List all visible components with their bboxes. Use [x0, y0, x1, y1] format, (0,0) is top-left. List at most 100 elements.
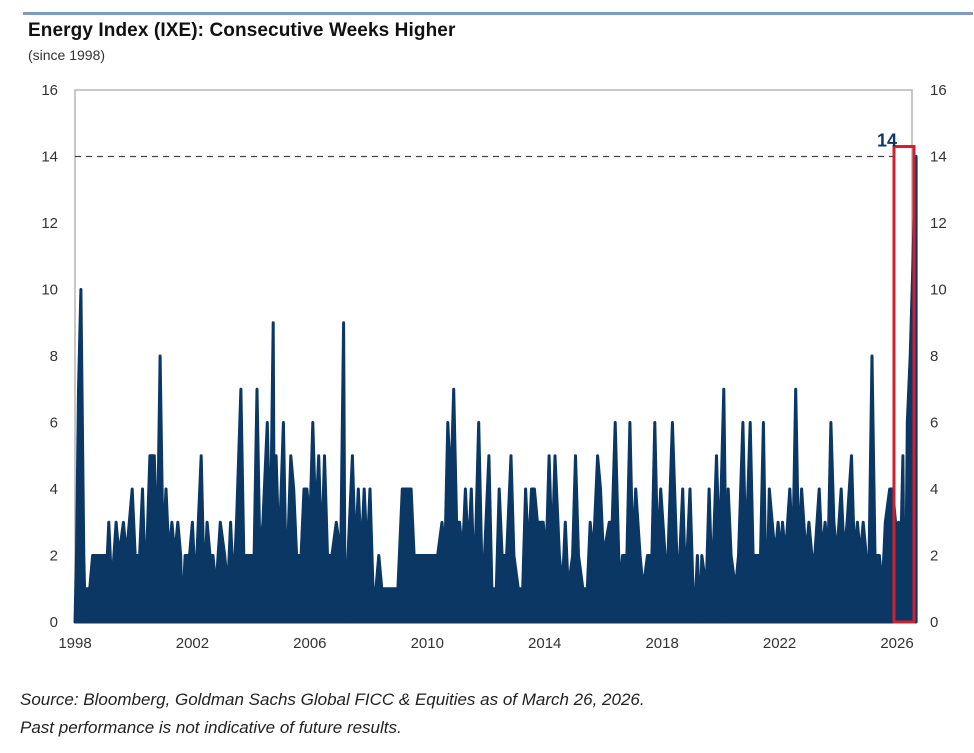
- data-point: [850, 455, 853, 457]
- data-point: [510, 455, 512, 457]
- data-point: [432, 554, 435, 557]
- data-point: [794, 388, 797, 391]
- data-point: [711, 588, 713, 590]
- data-point: [629, 421, 631, 424]
- data-point: [701, 554, 703, 557]
- data-point: [369, 488, 371, 490]
- data-point: [323, 455, 326, 457]
- data-point: [134, 554, 136, 557]
- data-point: [75, 554, 78, 557]
- data-point: [188, 554, 191, 557]
- data-point: [477, 421, 480, 424]
- data-point: [811, 554, 813, 557]
- data-point: [656, 554, 659, 557]
- data-point: [100, 554, 103, 557]
- data-point: [805, 554, 807, 557]
- data-point: [768, 488, 771, 490]
- data-point: [273, 621, 276, 623]
- data-point: [915, 155, 917, 158]
- y-axis-right: 0 2 4 6 8 10 12 14 16: [930, 82, 947, 631]
- data-point: [664, 554, 666, 557]
- data-point: [501, 554, 503, 557]
- data-point: [410, 488, 412, 490]
- data-point: [878, 554, 881, 557]
- y-tick-right-label: 14: [930, 149, 947, 166]
- data-point: [232, 588, 235, 590]
- data-point: [226, 588, 229, 590]
- data-point: [357, 488, 360, 490]
- data-point: [551, 554, 553, 557]
- data-point: [401, 488, 404, 490]
- data-point: [335, 521, 338, 524]
- data-point: [74, 621, 76, 623]
- data-point: [159, 355, 161, 357]
- data-point: [774, 554, 776, 557]
- data-point: [840, 488, 842, 490]
- data-point: [781, 521, 784, 524]
- data-point: [667, 554, 669, 557]
- data-point: [708, 488, 710, 490]
- data-point: [530, 488, 533, 490]
- data-point: [871, 355, 873, 357]
- data-point: [312, 421, 314, 424]
- data-point: [715, 455, 718, 457]
- data-point: [256, 388, 258, 391]
- data-point: [436, 554, 439, 557]
- data-point: [262, 521, 264, 524]
- data-point: [792, 554, 794, 557]
- data-point: [865, 554, 867, 557]
- data-point: [634, 488, 637, 490]
- data-point: [441, 521, 443, 524]
- data-point: [513, 554, 515, 557]
- data-point: [833, 521, 835, 524]
- data-point: [168, 554, 170, 557]
- data-point: [618, 588, 621, 590]
- annotation-label: 14: [877, 131, 897, 151]
- x-tick-label: 2014: [528, 635, 561, 652]
- data-point: [320, 554, 323, 557]
- data-point: [473, 588, 476, 590]
- data-point: [156, 554, 158, 557]
- data-point: [80, 288, 82, 291]
- data-point: [692, 588, 694, 590]
- chart-subtitle: (since 1998): [28, 47, 106, 63]
- data-point: [602, 554, 605, 557]
- data-point: [194, 588, 197, 590]
- data-point: [689, 488, 691, 490]
- data-point: [749, 421, 751, 424]
- data-point: [542, 521, 544, 524]
- data-point: [632, 554, 634, 557]
- data-point: [209, 554, 211, 557]
- data-point: [191, 521, 194, 524]
- data-point: [626, 554, 628, 557]
- data-point: [517, 588, 520, 590]
- data-point: [212, 554, 214, 557]
- data-point: [464, 488, 467, 490]
- data-point: [521, 588, 524, 590]
- data-point: [899, 554, 901, 557]
- data-point: [470, 488, 473, 490]
- x-tick-label: 2022: [763, 635, 796, 652]
- data-point: [780, 554, 782, 557]
- chart-canvas: 14 0 2 4 6 8 10 12 14 16 0 2 4 6 8 10 12 14 16 1998 2002 2…: [41, 82, 947, 652]
- data-point: [303, 488, 305, 490]
- data-point: [646, 554, 649, 557]
- data-point: [171, 521, 173, 524]
- data-point: [696, 554, 699, 557]
- data-point: [458, 521, 461, 524]
- data-point: [326, 554, 329, 557]
- data-point: [545, 554, 547, 557]
- data-point: [797, 554, 800, 557]
- x-tick-label: 2006: [293, 635, 326, 652]
- data-point: [179, 554, 182, 557]
- data-point: [495, 588, 498, 590]
- data-point: [699, 621, 702, 623]
- top-rule: [23, 12, 973, 15]
- data-point: [88, 588, 91, 590]
- data-point: [902, 455, 904, 457]
- data-point: [536, 521, 539, 524]
- data-point: [344, 621, 346, 623]
- data-point: [181, 621, 183, 623]
- data-point: [278, 554, 280, 557]
- data-point: [247, 554, 249, 557]
